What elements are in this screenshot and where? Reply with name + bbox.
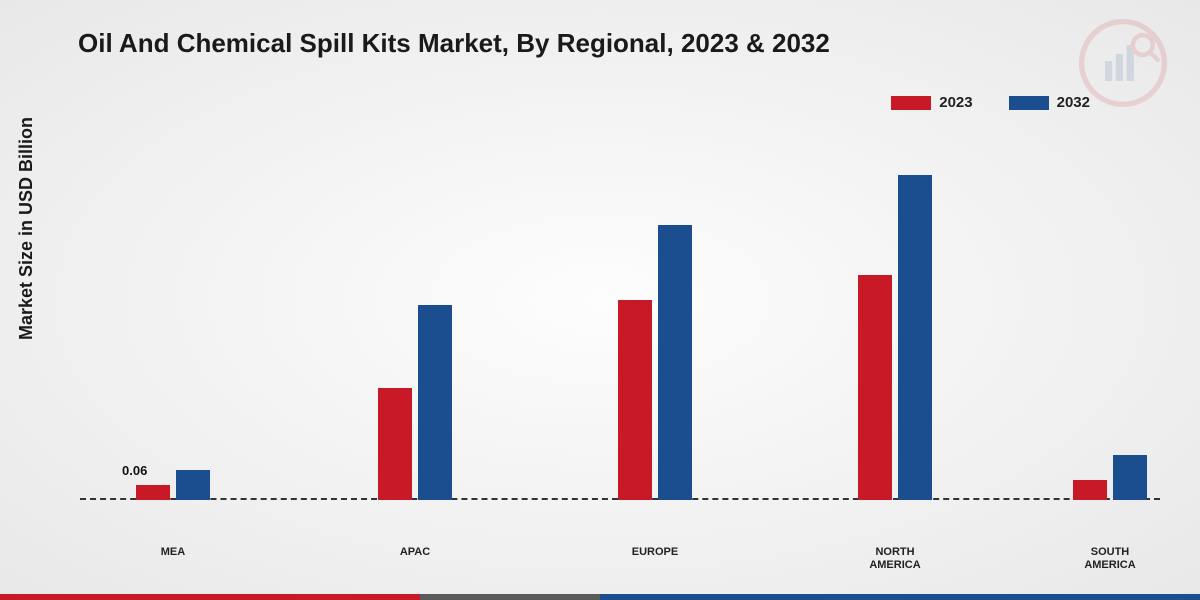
bar-group: EUROPE xyxy=(610,225,700,500)
footer-bar-grey-icon xyxy=(420,594,600,600)
bar-group: NORTH AMERICA xyxy=(850,175,940,500)
category-label: MEA xyxy=(161,546,185,559)
footer-bar-blue-icon xyxy=(600,594,1200,600)
bar-2023 xyxy=(858,275,892,500)
legend-item-2032: 2032 xyxy=(1009,94,1090,111)
y-axis-label: Market Size in USD Billion xyxy=(16,117,37,340)
legend-label-2032: 2032 xyxy=(1057,94,1090,111)
chart-title: Oil And Chemical Spill Kits Market, By R… xyxy=(78,28,830,59)
bar-2023 xyxy=(1073,480,1107,500)
bar-2032 xyxy=(418,305,452,500)
bar-2023 xyxy=(136,485,170,500)
bar-2032 xyxy=(176,470,210,500)
bar-2023 xyxy=(618,300,652,500)
category-label: NORTH AMERICA xyxy=(869,546,920,572)
category-label: APAC xyxy=(400,546,430,559)
bar-2032 xyxy=(658,225,692,500)
bar-2032 xyxy=(1113,455,1147,500)
category-label: EUROPE xyxy=(632,546,678,559)
bar-group: SOUTH AMERICA xyxy=(1065,455,1155,500)
bar-2032 xyxy=(898,175,932,500)
legend-label-2023: 2023 xyxy=(939,94,972,111)
legend-item-2023: 2023 xyxy=(891,94,972,111)
watermark-logo-icon xyxy=(1078,18,1168,108)
legend-swatch-2023 xyxy=(891,96,931,110)
category-label: SOUTH AMERICA xyxy=(1084,546,1135,572)
legend: 2023 2032 xyxy=(891,94,1090,111)
legend-swatch-2032 xyxy=(1009,96,1049,110)
bar-2023 xyxy=(378,388,412,501)
value-label: 0.06 xyxy=(122,463,147,478)
plot-area: MEA0.06APACEUROPENORTH AMERICASOUTH AMER… xyxy=(80,150,1160,500)
footer-accent-bar xyxy=(0,594,1200,600)
footer-bar-red-icon xyxy=(0,594,420,600)
bar-group: APAC xyxy=(370,305,460,500)
